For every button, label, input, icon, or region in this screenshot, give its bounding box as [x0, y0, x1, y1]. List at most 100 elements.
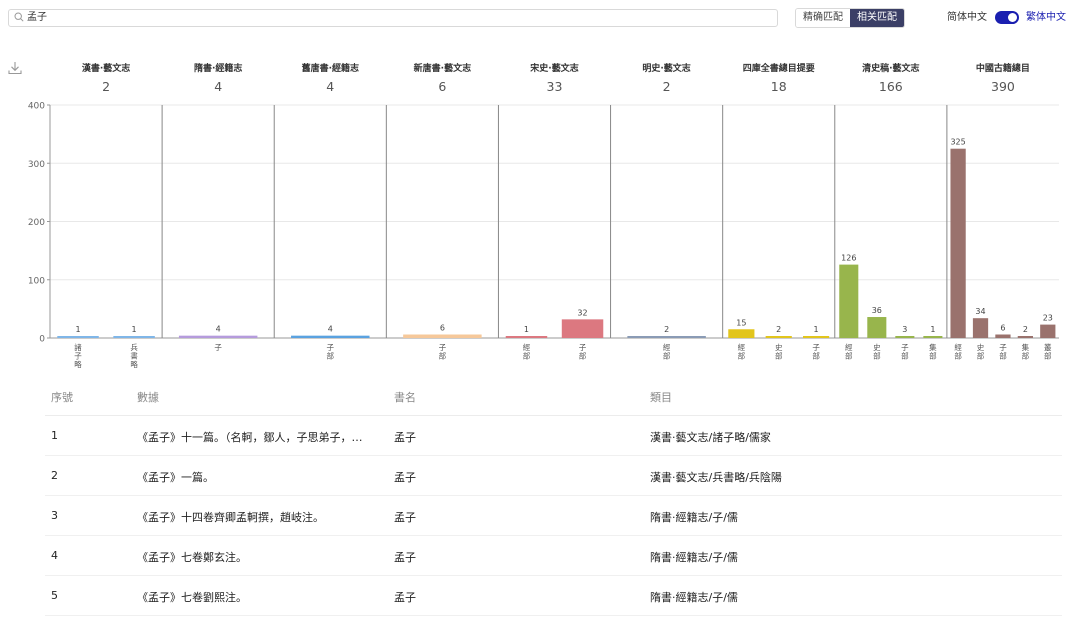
search-icon [14, 12, 24, 22]
x-tick-label: 部 [954, 351, 962, 361]
group-name: 中國古籍總目 [976, 62, 1030, 74]
x-tick-label: 部 [439, 351, 447, 361]
bar-value-label: 1 [524, 325, 529, 334]
x-tick-label: 子 [901, 343, 909, 352]
group-total: 390 [991, 79, 1015, 94]
x-tick-label: 史 [775, 342, 783, 352]
x-tick-label: 集 [1022, 342, 1030, 352]
bar-value-label: 32 [577, 308, 587, 317]
bar-value-label: 4 [328, 325, 333, 334]
bar [839, 264, 859, 338]
table-row[interactable]: 3 《孟子》十四卷齊卿孟軻撰，趙岐注。 孟子 隋書·經籍志/子/儒 [45, 496, 1062, 536]
x-tick-label: 部 [873, 351, 881, 361]
x-tick-label: 略 [130, 359, 138, 369]
bar-value-label: 4 [216, 325, 221, 334]
x-tick-label: 子 [327, 343, 335, 352]
row-index: 2 [51, 469, 58, 482]
group-name: 明史·藝文志 [642, 62, 690, 74]
x-tick-label: 部 [738, 351, 746, 361]
row-title: 孟子 [394, 431, 416, 444]
x-tick-label: 子 [74, 352, 82, 361]
x-tick-label: 部 [929, 351, 937, 361]
x-tick-label: 子 [999, 343, 1007, 352]
x-tick-label: 書 [130, 351, 138, 361]
bar-value-label: 1 [814, 325, 819, 334]
y-tick-label: 200 [28, 218, 45, 228]
x-tick-label: 史 [873, 342, 881, 352]
row-data: 《孟子》七卷鄭玄注。 [137, 551, 247, 564]
x-tick-label: 集 [929, 342, 937, 352]
group-name: 舊唐書·經籍志 [302, 62, 359, 74]
table-row[interactable]: 5 《孟子》七卷劉熙注。 孟子 隋書·經籍志/子/儒 [45, 576, 1062, 616]
bar [867, 317, 887, 338]
table-row[interactable]: 1 《孟子》十一篇。（名軻，鄒人，子思弟子，… 孟子 漢書·藝文志/諸子略/儒家 [45, 416, 1062, 456]
related-match-button[interactable]: 相关匹配 [850, 9, 904, 27]
x-tick-label: 部 [812, 351, 820, 361]
match-mode-toggle[interactable]: 精确匹配 相关匹配 [795, 8, 905, 28]
x-tick-label: 部 [1022, 351, 1030, 361]
row-category: 漢書·藝文志/諸子略/儒家 [650, 431, 771, 444]
group-name: 漢書·藝文志 [82, 62, 130, 74]
bar [403, 334, 482, 338]
bar-chart: 0100200300400漢書·藝文志21諸子略1兵書略隋書·經籍志44子舊唐書… [28, 62, 1059, 369]
x-tick-label: 部 [999, 351, 1007, 361]
language-toggle[interactable] [995, 11, 1019, 24]
x-tick-label: 叢 [1044, 342, 1052, 352]
x-tick-label: 子 [579, 343, 587, 352]
group-total: 2 [663, 79, 671, 94]
y-tick-label: 0 [39, 335, 45, 345]
row-title: 孟子 [394, 591, 416, 604]
bar [627, 336, 706, 338]
bar-value-label: 36 [872, 306, 882, 315]
x-tick-label: 經 [523, 342, 531, 352]
y-tick-label: 400 [28, 102, 45, 112]
header-data: 數據 [137, 391, 159, 404]
row-index: 5 [51, 589, 58, 602]
results-table: 序號 數據 書名 類目 1 《孟子》十一篇。（名軻，鄒人，子思弟子，… 孟子 漢… [45, 377, 1062, 616]
header-category: 類目 [650, 391, 672, 404]
x-tick-label: 史 [977, 342, 985, 352]
group-name: 宋史·藝文志 [529, 62, 578, 74]
bar [561, 319, 604, 338]
bar [972, 318, 989, 338]
x-tick-label: 部 [663, 351, 671, 361]
search-value: 孟子 [27, 12, 47, 23]
bar [728, 329, 755, 338]
bar-value-label: 15 [736, 318, 746, 327]
traditional-chinese-label[interactable]: 繁体中文 [1026, 12, 1066, 23]
exact-match-button[interactable]: 精确匹配 [796, 9, 850, 27]
bar-value-label: 23 [1043, 314, 1053, 323]
bar [291, 335, 370, 338]
x-tick-label: 部 [579, 351, 587, 361]
bar-value-label: 1 [132, 325, 137, 334]
row-index: 3 [51, 509, 58, 522]
bar-value-label: 6 [440, 324, 445, 333]
table-header: 序號 數據 書名 類目 [45, 377, 1062, 416]
download-icon[interactable] [8, 60, 22, 75]
table-row[interactable]: 2 《孟子》一篇。 孟子 漢書·藝文志/兵書略/兵陰陽 [45, 456, 1062, 496]
search-input[interactable]: 孟子 [8, 9, 778, 27]
simplified-chinese-label[interactable]: 简体中文 [947, 12, 987, 23]
bar-value-label: 1 [75, 325, 80, 334]
group-total: 166 [879, 79, 903, 94]
x-tick-label: 部 [901, 351, 909, 361]
bar [923, 336, 943, 338]
x-tick-label: 部 [523, 351, 531, 361]
row-title: 孟子 [394, 471, 416, 484]
header-index: 序號 [51, 391, 73, 404]
row-data: 《孟子》十一篇。（名軻，鄒人，子思弟子，… [137, 431, 363, 444]
table-row[interactable]: 4 《孟子》七卷鄭玄注。 孟子 隋書·經籍志/子/儒 [45, 536, 1062, 576]
x-tick-label: 略 [74, 359, 82, 369]
bar-value-label: 1 [930, 325, 935, 334]
row-title: 孟子 [394, 551, 416, 564]
row-category: 隋書·經籍志/子/儒 [650, 511, 738, 524]
bar [950, 148, 966, 338]
bar-value-label: 2 [1023, 325, 1028, 334]
group-name: 四庫全書總目提要 [743, 62, 815, 74]
row-category: 隋書·經籍志/子/儒 [650, 591, 738, 604]
bar-value-label: 2 [664, 325, 669, 334]
bar [895, 336, 915, 338]
group-total: 33 [547, 79, 563, 94]
group-name: 新唐書·藝文志 [414, 62, 471, 74]
row-data: 《孟子》一篇。 [137, 471, 214, 484]
